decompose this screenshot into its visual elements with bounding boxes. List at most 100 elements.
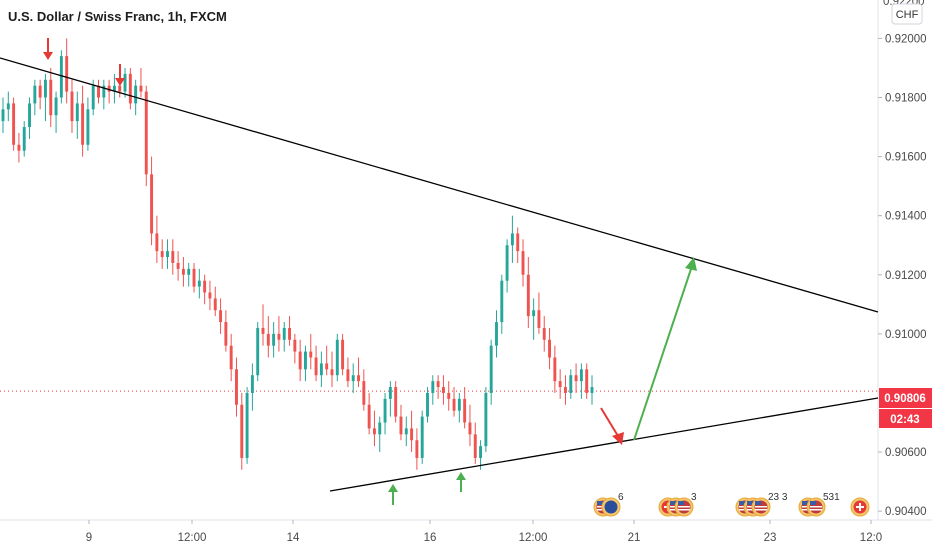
candle-body: [208, 292, 212, 299]
us-canton: [802, 501, 808, 505]
candle-body: [314, 357, 318, 376]
candle-body: [500, 280, 504, 323]
candle-body: [526, 274, 530, 317]
y-tick-label: 0.91600: [885, 152, 927, 164]
projection-down-arrow[interactable]: [600, 407, 624, 445]
candle-body: [102, 85, 106, 98]
chart-title: U.S. Dollar / Swiss Franc, 1h, FXCM: [8, 9, 227, 24]
event-count: 3: [691, 492, 697, 503]
us-stripe: [810, 506, 822, 508]
candle-body: [229, 345, 233, 370]
candle-body: [213, 298, 217, 311]
candle-body: [197, 280, 201, 287]
up-arrow-2[interactable]: [456, 472, 466, 492]
candle-body: [479, 446, 483, 458]
candle-body: [75, 103, 79, 122]
candle-body: [134, 85, 138, 104]
candle-body: [6, 103, 10, 110]
event-count: 23 3: [768, 492, 788, 503]
candle-body: [309, 351, 313, 358]
candle-body: [473, 434, 477, 458]
currency-badge[interactable]: CHF: [891, 3, 923, 25]
x-tick-label: 16: [424, 532, 437, 544]
last-price-value: 0.90806: [884, 393, 926, 405]
event-count: 6: [618, 492, 624, 503]
candle-body: [362, 381, 366, 405]
x-tick-label: 21: [628, 532, 641, 544]
candle-body: [293, 339, 297, 352]
candle-body: [558, 381, 562, 388]
event-marker[interactable]: 531: [798, 492, 840, 517]
candle-body: [468, 422, 472, 435]
candle-body: [569, 375, 573, 393]
down-arrow-2[interactable]: [115, 64, 125, 86]
last-price-tag: 0.90806 02:43: [879, 388, 932, 428]
candle-body: [277, 333, 281, 340]
event-marker[interactable]: 23 3: [735, 492, 788, 517]
candle-body: [537, 310, 541, 328]
candle-body: [553, 357, 557, 382]
candle-body: [235, 369, 238, 405]
candle-body: [579, 369, 583, 382]
candle-body: [219, 310, 223, 323]
candle-body: [298, 351, 302, 370]
candle-body: [346, 369, 350, 382]
candle-body: [91, 85, 95, 110]
down-arrow-1[interactable]: [43, 38, 53, 60]
countdown-value: 02:43: [890, 414, 919, 426]
swiss-cross-h: [856, 506, 864, 508]
upper-trendline[interactable]: [0, 57, 879, 313]
candle-body: [49, 79, 53, 116]
up-arrow-1[interactable]: [388, 484, 398, 505]
us-canton: [678, 501, 684, 505]
candle-body: [378, 422, 382, 435]
candle-body: [304, 351, 307, 370]
y-tick-label: 0.91400: [885, 211, 927, 223]
x-tick-label: 14: [287, 532, 300, 544]
candle-body: [118, 85, 122, 92]
candle-body: [330, 369, 334, 376]
candle-body: [128, 73, 132, 104]
candle-body: [261, 327, 265, 334]
candle-body: [22, 127, 26, 151]
candle-body: [542, 327, 546, 340]
annotation-arrows: [43, 38, 697, 505]
x-tick-label: 12:00: [519, 532, 548, 544]
event-marker[interactable]: [850, 497, 870, 517]
candle-body: [112, 85, 116, 92]
us-stripe: [678, 509, 690, 511]
candle-body: [457, 398, 461, 411]
candle-body: [532, 310, 536, 317]
candle-body: [452, 398, 456, 411]
candle-body: [250, 375, 254, 393]
projection-up-arrow[interactable]: [633, 257, 697, 441]
candle-body: [426, 392, 429, 417]
candle-body: [325, 363, 329, 370]
candle-body: [272, 333, 276, 346]
event-marker[interactable]: 6: [593, 492, 624, 517]
candle-body: [441, 387, 445, 393]
candle-body: [123, 73, 127, 92]
trendlines: [0, 57, 879, 492]
candle-body: [187, 268, 191, 275]
candle-body: [54, 97, 58, 116]
lower-trendline[interactable]: [329, 397, 879, 492]
flag-eu-icon: [604, 500, 618, 514]
us-stripe: [755, 506, 767, 508]
candle-body: [181, 268, 185, 275]
candle-body: [59, 56, 63, 98]
event-marker[interactable]: 3: [658, 492, 697, 517]
candle-body: [404, 428, 408, 435]
y-tick-label: 0.92000: [885, 33, 927, 45]
candle-body: [388, 387, 392, 399]
candle-body: [399, 416, 403, 435]
candle-body: [463, 398, 467, 423]
us-stripe: [755, 509, 767, 511]
candle-body: [150, 174, 154, 234]
candle-body: [383, 398, 387, 423]
us-canton: [747, 501, 753, 505]
us-canton: [739, 501, 745, 505]
candle-body: [319, 363, 323, 376]
candle-body: [33, 85, 37, 104]
